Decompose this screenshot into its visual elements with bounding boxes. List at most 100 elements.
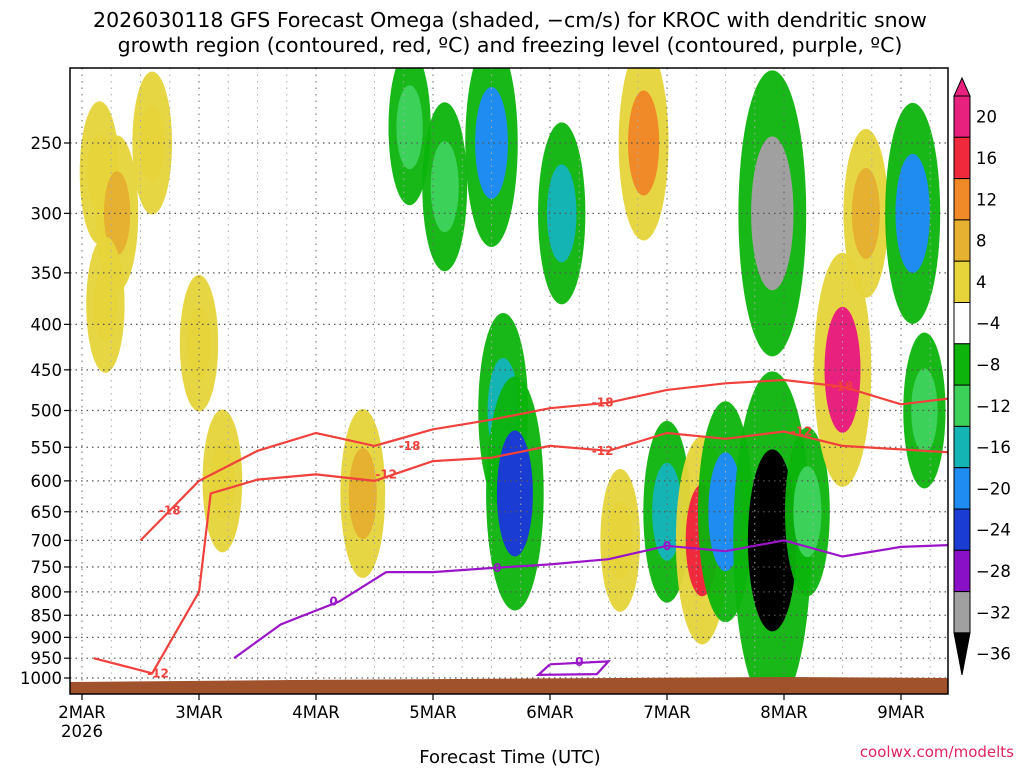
x-tick-label: 5MAR xyxy=(409,703,457,722)
colorbar-swatch xyxy=(953,508,971,551)
contour-label: 0 xyxy=(663,539,671,553)
omega-cell xyxy=(93,267,118,342)
y-tick-label: 900 xyxy=(31,628,63,647)
contour-freezing-level-low xyxy=(535,660,612,677)
y-axis: 250 300 350 400 450 500 550 600 650 700 750 800 850 9… xyxy=(20,134,70,688)
contour-label: 0 xyxy=(575,655,583,669)
colorbar-swatch xyxy=(953,302,971,345)
x-tick-label: 8MAR xyxy=(760,703,808,722)
omega-cell xyxy=(348,448,377,540)
colorbar-label: 12 xyxy=(976,190,997,209)
colorbar-label: −32 xyxy=(976,603,1011,622)
contour-label: -12 xyxy=(147,666,169,680)
contour-label: -12 xyxy=(375,467,397,481)
y-tick-label: 250 xyxy=(31,134,63,153)
ground-terrain xyxy=(70,677,948,694)
contour-label: -18 xyxy=(832,380,854,394)
x-tick-label: 6MAR xyxy=(526,703,574,722)
colorbar-label: −24 xyxy=(976,521,1011,540)
contour-label: 0 xyxy=(329,594,337,608)
y-tick-label: 350 xyxy=(31,264,63,283)
x-tick-label: 9MAR xyxy=(877,703,925,722)
colorbar-label: −4 xyxy=(976,314,1000,333)
omega-shading-layer xyxy=(79,68,946,694)
chart-title-line-1: 2026030118 GFS Forecast Omega (shaded, −… xyxy=(93,8,927,32)
omega-cell xyxy=(139,104,165,182)
omega-cell xyxy=(628,90,660,196)
colorbar-label: −28 xyxy=(976,562,1011,581)
y-tick-label: 500 xyxy=(31,402,63,421)
omega-cell xyxy=(475,87,508,199)
grid-lines xyxy=(70,68,948,694)
colorbar-swatch xyxy=(953,95,971,138)
x-axis-label: Forecast Time (UTC) xyxy=(419,747,600,768)
omega-cell xyxy=(824,306,861,433)
omega-cell xyxy=(210,442,235,520)
colorbar-top-arrow xyxy=(953,76,971,97)
contour-label: -18 xyxy=(159,504,181,518)
contour-dgz-minus12 xyxy=(93,430,948,675)
contour-label: 0 xyxy=(493,561,501,575)
contour-dgz-minus18 xyxy=(139,378,948,542)
omega-cell xyxy=(396,85,423,170)
omega-cell xyxy=(747,449,797,632)
omega-cell xyxy=(103,171,131,256)
x-tick-label: 3MAR xyxy=(175,703,223,722)
x-tick-label: 7MAR xyxy=(643,703,691,722)
colorbar-swatch xyxy=(953,384,971,427)
colorbar-swatch xyxy=(953,591,971,634)
omega-cell xyxy=(430,141,459,233)
y-tick-label: 650 xyxy=(31,503,63,522)
y-tick-label: 950 xyxy=(31,649,63,668)
contour-label: -12 xyxy=(791,425,813,439)
colorbar-label: 4 xyxy=(976,273,987,292)
omega-cell xyxy=(851,167,880,259)
contour-label: -18 xyxy=(399,439,421,453)
colorbar-swatch xyxy=(953,549,971,593)
contour-label: -18 xyxy=(592,396,614,410)
y-tick-label: 450 xyxy=(31,361,63,380)
omega-cell xyxy=(652,462,682,561)
x-tick-label: 4MAR xyxy=(292,703,340,722)
x-tick-sublabel: 2026 xyxy=(61,722,103,741)
colorbar-label: 8 xyxy=(976,232,987,251)
omega-cell xyxy=(911,368,938,453)
omega-cell xyxy=(187,306,211,380)
colorbar-label: −12 xyxy=(976,397,1011,416)
y-tick-label: 700 xyxy=(31,531,63,550)
omega-cell xyxy=(546,164,577,263)
colorbar-label: −8 xyxy=(976,355,1000,374)
colorbar-label: −20 xyxy=(976,479,1011,498)
colorbar-swatch xyxy=(953,467,971,510)
colorbar-swatch xyxy=(953,178,971,221)
colorbar-label: −16 xyxy=(976,438,1011,457)
omega-cell xyxy=(496,430,533,557)
colorbar-label: −36 xyxy=(976,645,1011,664)
colorbar-swatch xyxy=(953,136,971,180)
y-tick-label: 850 xyxy=(31,606,63,625)
y-tick-label: 600 xyxy=(31,472,63,491)
colorbar-swatch xyxy=(953,343,971,386)
contour-freezing-level xyxy=(233,539,948,660)
y-tick-label: 800 xyxy=(31,583,63,602)
contour-label: -12 xyxy=(592,444,614,458)
y-tick-label: 550 xyxy=(31,438,63,457)
colorbar: 20 16 12 8 4 −4 −8 −12 −16 −20 −24 −28 −32 −36 xyxy=(953,76,1011,675)
y-tick-label: 300 xyxy=(31,204,63,223)
colorbar-label: 20 xyxy=(976,108,997,127)
y-tick-label: 1000 xyxy=(20,669,62,688)
colorbar-label: 16 xyxy=(976,149,997,168)
colorbar-swatch xyxy=(953,260,971,304)
plot-frame xyxy=(69,67,949,695)
chart-title-line-2: growth region (contoured, red, ºC) and f… xyxy=(118,33,903,57)
colorbar-swatch xyxy=(953,219,971,262)
colorbar-bottom-arrow xyxy=(953,632,971,675)
colorbar-swatch xyxy=(953,425,971,469)
credit-text: coolwx.com/modelts xyxy=(860,743,1014,761)
x-tick-label: 2MAR xyxy=(58,703,106,722)
y-tick-label: 750 xyxy=(31,558,63,577)
